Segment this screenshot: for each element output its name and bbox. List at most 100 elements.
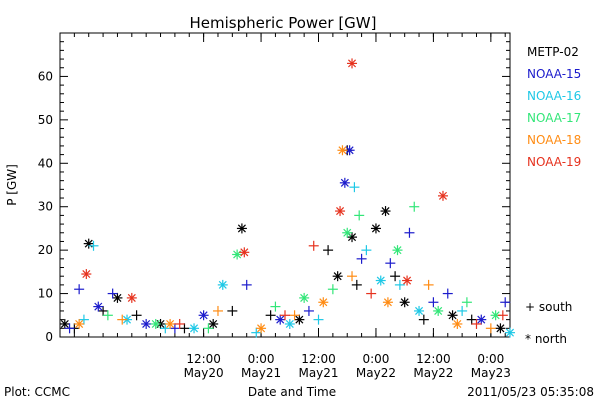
x-axis: 12:00May200:00May2112:00May210:00May2212…: [59, 33, 511, 380]
south-point: [366, 288, 377, 299]
y-axis-label: P [GW]: [5, 164, 19, 206]
north-point: [433, 305, 444, 316]
south-point: [88, 240, 99, 251]
south-point: [418, 314, 429, 325]
y-tick-label: 0: [45, 330, 53, 344]
north-point: [189, 323, 200, 334]
north-point: [339, 177, 350, 188]
south-point: [179, 323, 190, 334]
north-point: [452, 318, 463, 329]
south-point: [270, 301, 281, 312]
south-point: [354, 210, 365, 221]
south-point: [78, 314, 89, 325]
south-point: [64, 323, 75, 334]
north-point: [335, 206, 346, 217]
south-point: [169, 323, 180, 334]
south-point: [466, 314, 477, 325]
legend-entry: METP-02: [527, 45, 579, 59]
x-tick-label: 12:00: [416, 352, 451, 366]
north-point: [165, 318, 176, 329]
south-point: [497, 310, 508, 321]
north-point: [347, 58, 358, 69]
legend: METP-02 NOAA-15 NOAA-16 NOAA-17 NOAA-18 NOAA-…: [527, 45, 581, 169]
north-point: [198, 310, 209, 321]
legend-entry: NOAA-16: [527, 89, 581, 103]
south-point: [327, 284, 338, 295]
north-point: [495, 323, 506, 334]
chart-title: Hemispheric Power [GW]: [190, 14, 377, 32]
north-point: [59, 318, 70, 329]
legend-entry: NOAA-18: [527, 133, 581, 147]
south-point: [361, 245, 372, 256]
y-axis: 0 10 20 30 40 50 60: [38, 32, 510, 344]
south-point: [409, 201, 420, 212]
north-point: [318, 297, 329, 308]
x-tick-label: 12:00: [186, 352, 221, 366]
south-point: [241, 279, 252, 290]
y-tick-label: 60: [38, 69, 53, 83]
y-tick-label: 20: [38, 243, 53, 257]
x-tick-label: 0:00: [477, 352, 504, 366]
south-point: [323, 245, 334, 256]
south-point: [349, 182, 360, 193]
north-point: [342, 227, 353, 238]
north-point: [256, 323, 267, 334]
plot-area: [59, 32, 511, 338]
north-point: [141, 318, 152, 329]
x-tick-date: May22: [356, 366, 396, 380]
y-tick-label: 40: [38, 156, 53, 170]
south-point: [356, 253, 367, 264]
south-point: [471, 318, 482, 329]
south-point: [102, 310, 113, 321]
south-point: [98, 305, 109, 316]
data-points: [59, 58, 515, 338]
south-point: [461, 297, 472, 308]
x-tick-date: May21: [241, 366, 281, 380]
legend-south: + south: [525, 300, 572, 314]
south-point: [500, 297, 511, 308]
x-tick-label: 12:00: [301, 352, 336, 366]
north-point: [236, 223, 247, 234]
north-point: [112, 292, 123, 303]
south-point: [394, 279, 405, 290]
legend-north: * north: [525, 332, 567, 346]
north-point: [476, 314, 487, 325]
south-point: [347, 271, 358, 282]
north-point: [81, 269, 92, 280]
south-point: [404, 227, 415, 238]
north-point: [232, 249, 243, 260]
north-point: [505, 327, 515, 338]
north-point: [402, 275, 413, 286]
x-tick-date: May22: [413, 366, 453, 380]
x-tick-label: 0:00: [248, 352, 275, 366]
north-point: [332, 271, 343, 282]
north-point: [414, 305, 425, 316]
north-point: [208, 318, 219, 329]
x-tick-date: May20: [184, 366, 224, 380]
north-point: [284, 318, 295, 329]
south-point: [251, 327, 262, 338]
north-point: [447, 310, 458, 321]
south-point: [428, 297, 439, 308]
north-point: [399, 297, 410, 308]
south-point: [313, 314, 324, 325]
y-tick-label: 30: [38, 200, 53, 214]
north-point: [126, 292, 137, 303]
south-point: [131, 310, 142, 321]
south-point: [107, 288, 118, 299]
north-point: [275, 314, 286, 325]
legend-entry: NOAA-15: [527, 67, 581, 81]
north-point: [294, 314, 305, 325]
north-point: [93, 301, 104, 312]
south-point: [265, 310, 276, 321]
north-point: [239, 247, 250, 258]
north-point: [83, 238, 94, 249]
south-point: [227, 305, 238, 316]
north-point: [392, 245, 403, 256]
south-point: [74, 284, 85, 295]
south-point: [485, 323, 496, 334]
south-point: [308, 240, 319, 251]
south-point: [117, 314, 128, 325]
north-point: [375, 275, 386, 286]
south-point: [289, 310, 300, 321]
